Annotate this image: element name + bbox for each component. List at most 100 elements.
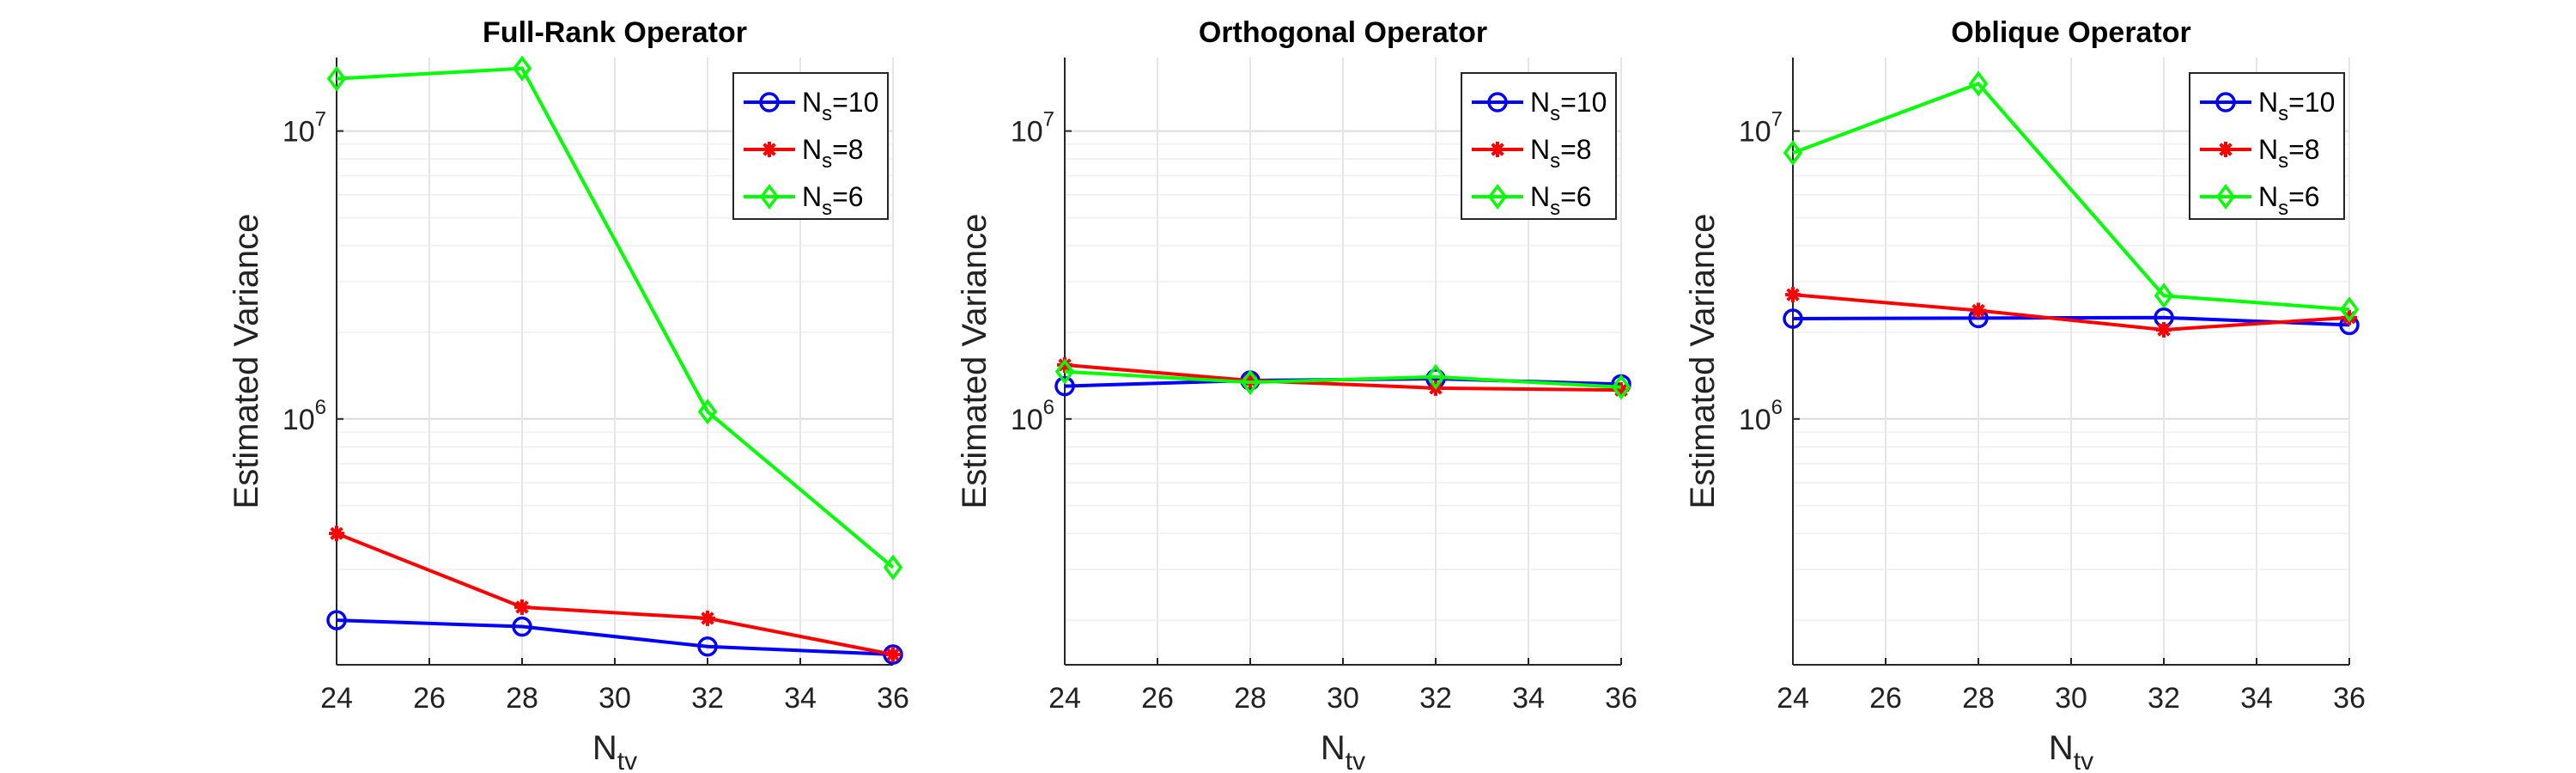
data-point-circle xyxy=(512,616,532,637)
y-tick-base: 10 xyxy=(283,116,315,149)
series-line xyxy=(1792,315,2350,327)
legend-marker-asterisk xyxy=(762,142,777,157)
y-tick-exponent: 7 xyxy=(1771,108,1783,131)
legend-name: N xyxy=(1530,181,1550,212)
x-tick-label: 28 xyxy=(1962,682,1995,715)
legend-box xyxy=(2189,72,2345,220)
x-tick-label: 34 xyxy=(1512,682,1545,715)
y-tick-label: 106 xyxy=(1739,396,1783,436)
legend-marker-diamond xyxy=(1487,184,1508,210)
y-axis-label: Estimated Variance xyxy=(1684,214,1722,509)
y-tick-exponent: 7 xyxy=(1043,108,1054,131)
y-tick-base: 10 xyxy=(1739,404,1771,436)
legend-marker-asterisk xyxy=(2218,142,2233,157)
x-tick-label: 24 xyxy=(320,682,353,715)
legend-name-sub: s xyxy=(2278,149,2288,173)
legend-marker-circle xyxy=(759,92,780,113)
legend-entry: Ns=10 xyxy=(2258,87,2335,125)
series-line xyxy=(1792,82,2350,312)
legend-name-sub: s xyxy=(1550,149,1560,173)
y-tick-base: 10 xyxy=(1011,116,1043,149)
legend-name-sub: s xyxy=(822,149,832,173)
data-point-asterisk xyxy=(1242,373,1258,389)
x-axis-label-main: N xyxy=(2049,729,2074,767)
data-point-diamond xyxy=(1783,140,1803,166)
y-tick-exponent: 6 xyxy=(1771,396,1783,419)
x-axis-label-main: N xyxy=(592,729,617,767)
x-axis-label: Ntv xyxy=(1321,729,1365,773)
x-tick-label: 30 xyxy=(2055,682,2087,715)
legend-entry: Ns=10 xyxy=(802,87,878,125)
x-tick-label: 34 xyxy=(784,682,817,715)
legend-marker-asterisk xyxy=(1490,142,1505,157)
x-tick-label: 34 xyxy=(2240,682,2273,715)
y-tick-label: 107 xyxy=(283,108,326,149)
legend-name: N xyxy=(802,134,822,165)
x-tick-label: 26 xyxy=(413,682,446,715)
x-axis-label: Ntv xyxy=(2049,729,2093,773)
legend-entry: Ns=6 xyxy=(802,181,864,220)
legend-name-sub: s xyxy=(822,197,832,220)
data-point-diamond xyxy=(697,399,718,425)
series-line xyxy=(336,66,895,569)
data-point-diamond xyxy=(1425,363,1446,390)
y-tick-label: 107 xyxy=(1739,108,1783,149)
chart-title: Orthogonal Operator xyxy=(1199,16,1487,49)
y-tick-base: 10 xyxy=(283,404,315,436)
x-tick-label: 32 xyxy=(1419,682,1452,715)
x-axis-label: Ntv xyxy=(592,729,637,773)
x-tick-label: 30 xyxy=(1327,682,1359,715)
x-tick-label: 36 xyxy=(1605,682,1637,715)
x-tick-label: 24 xyxy=(1777,682,1809,715)
y-tick-base: 10 xyxy=(1011,404,1043,436)
legend-name-suffix: =8 xyxy=(1560,134,1591,165)
data-point-circle xyxy=(697,636,718,657)
series-2 xyxy=(329,526,901,663)
legend-name-suffix: =8 xyxy=(832,134,863,165)
x-tick-label: 36 xyxy=(877,682,909,715)
legend-entry: Ns=6 xyxy=(1530,181,1592,220)
legend-box xyxy=(732,72,889,220)
x-tick-label: 26 xyxy=(1141,682,1174,715)
data-point-asterisk xyxy=(329,526,344,542)
y-tick-label: 106 xyxy=(283,396,326,436)
legend-name: N xyxy=(802,87,822,118)
data-point-asterisk xyxy=(885,647,901,663)
x-tick-label: 24 xyxy=(1048,682,1081,715)
series-line xyxy=(1064,369,1622,389)
legend-marker-circle xyxy=(2215,92,2236,113)
data-point-diamond xyxy=(326,65,347,92)
legend-name-suffix: =8 xyxy=(2288,134,2319,165)
legend-name-sub: s xyxy=(1550,197,1560,220)
legend-name-suffix: =10 xyxy=(832,87,878,118)
legend-name: N xyxy=(1530,134,1550,165)
legend-name-sub: s xyxy=(2278,197,2288,220)
x-tick-label: 36 xyxy=(2333,682,2366,715)
series-3 xyxy=(1783,70,2360,323)
y-axis-label: Estimated Variance xyxy=(228,214,265,509)
legend-entry: Ns=8 xyxy=(2258,134,2320,173)
data-point-diamond xyxy=(2339,296,2360,323)
data-point-diamond xyxy=(1240,369,1261,396)
series-3 xyxy=(326,55,903,581)
chart-title: Full-Rank Operator xyxy=(483,16,747,49)
x-axis-label-sub: tv xyxy=(2074,747,2093,773)
series-line xyxy=(336,618,894,657)
data-point-asterisk xyxy=(1613,382,1629,399)
data-point-diamond xyxy=(1054,358,1075,385)
series-line xyxy=(1792,293,2350,332)
data-point-circle xyxy=(1783,308,1803,329)
data-point-asterisk xyxy=(1785,287,1801,303)
data-point-circle xyxy=(1054,375,1075,397)
data-point-asterisk xyxy=(514,599,530,615)
data-point-diamond xyxy=(512,55,532,82)
data-point-diamond xyxy=(2154,283,2174,309)
chart-title: Oblique Operator xyxy=(1951,16,2191,49)
legend-name-suffix: =6 xyxy=(832,181,863,212)
y-tick-exponent: 6 xyxy=(1043,396,1054,419)
legend-name-suffix: =10 xyxy=(1560,87,1607,118)
legend-entry: Ns=10 xyxy=(1530,87,1607,125)
